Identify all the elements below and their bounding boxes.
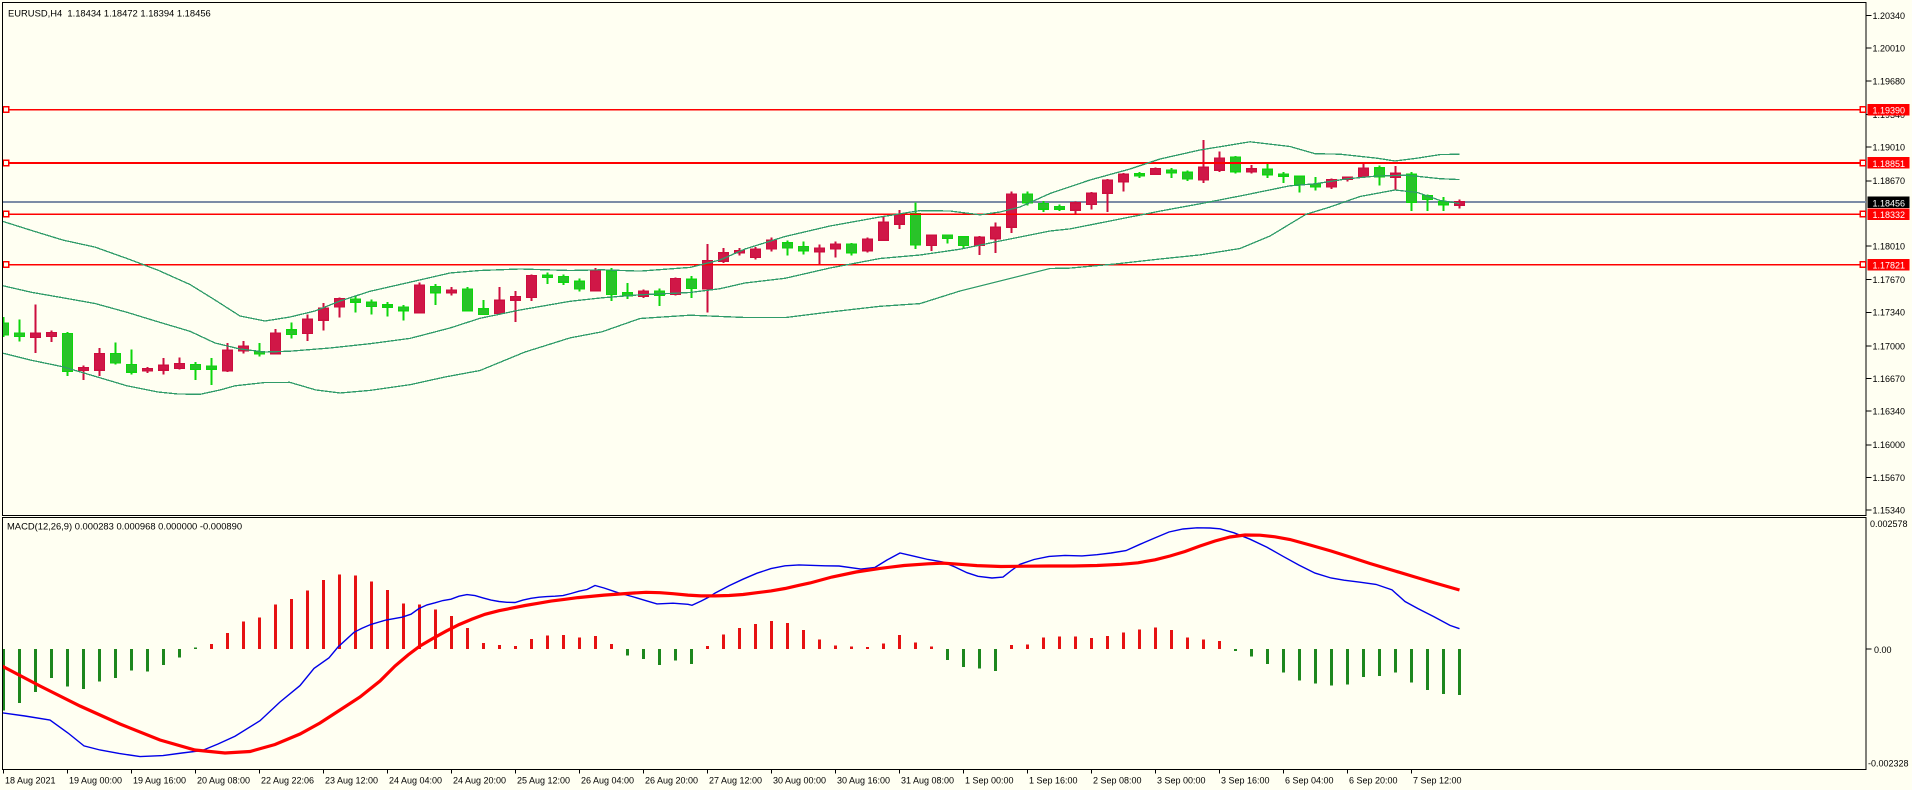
- svg-text:1.17000: 1.17000: [1873, 341, 1906, 351]
- svg-text:7 Sep 12:00: 7 Sep 12:00: [1413, 776, 1462, 786]
- svg-text:3 Sep 16:00: 3 Sep 16:00: [1221, 776, 1270, 786]
- svg-text:1.19390: 1.19390: [1873, 106, 1906, 116]
- svg-text:1.20340: 1.20340: [1873, 11, 1906, 21]
- svg-text:22 Aug 22:06: 22 Aug 22:06: [261, 776, 314, 786]
- svg-text:26 Aug 20:00: 26 Aug 20:00: [645, 776, 698, 786]
- svg-text:1.18670: 1.18670: [1873, 176, 1906, 186]
- svg-text:1 Sep 16:00: 1 Sep 16:00: [1029, 776, 1078, 786]
- svg-text:1.15340: 1.15340: [1873, 506, 1906, 516]
- svg-text:1.18456: 1.18456: [1873, 198, 1906, 208]
- svg-text:MACD(12,26,9) 0.000283 0.00096: MACD(12,26,9) 0.000283 0.000968 0.000000…: [7, 521, 242, 532]
- svg-text:1.15670: 1.15670: [1873, 473, 1906, 483]
- svg-text:1.18332: 1.18332: [1873, 210, 1906, 220]
- svg-text:23 Aug 12:00: 23 Aug 12:00: [325, 776, 378, 786]
- svg-text:19 Aug 16:00: 19 Aug 16:00: [133, 776, 186, 786]
- svg-text:6 Sep 04:00: 6 Sep 04:00: [1285, 776, 1334, 786]
- svg-text:31 Aug 08:00: 31 Aug 08:00: [901, 776, 954, 786]
- svg-text:1.18851: 1.18851: [1873, 159, 1906, 169]
- svg-text:1.16000: 1.16000: [1873, 440, 1906, 450]
- svg-text:24 Aug 04:00: 24 Aug 04:00: [389, 776, 442, 786]
- svg-text:1.20010: 1.20010: [1873, 44, 1906, 54]
- svg-text:0.00: 0.00: [1874, 645, 1892, 655]
- svg-text:1.18010: 1.18010: [1873, 241, 1906, 251]
- svg-text:1.17340: 1.17340: [1873, 308, 1906, 318]
- svg-text:26 Aug 04:00: 26 Aug 04:00: [581, 776, 634, 786]
- svg-text:0.002578: 0.002578: [1870, 519, 1908, 529]
- svg-text:2 Sep 08:00: 2 Sep 08:00: [1093, 776, 1142, 786]
- svg-text:1.19010: 1.19010: [1873, 143, 1906, 153]
- svg-text:25 Aug 12:00: 25 Aug 12:00: [517, 776, 570, 786]
- svg-text:1.16340: 1.16340: [1873, 407, 1906, 417]
- svg-text:1.19680: 1.19680: [1873, 76, 1906, 86]
- svg-text:19 Aug 00:00: 19 Aug 00:00: [69, 776, 122, 786]
- svg-text:27 Aug 12:00: 27 Aug 12:00: [709, 776, 762, 786]
- svg-text:1.17821: 1.17821: [1873, 261, 1906, 271]
- svg-text:18 Aug 2021: 18 Aug 2021: [5, 776, 56, 786]
- svg-text:30 Aug 00:00: 30 Aug 00:00: [773, 776, 826, 786]
- svg-text:30 Aug 16:00: 30 Aug 16:00: [837, 776, 890, 786]
- svg-text:-0.002328: -0.002328: [1868, 759, 1909, 769]
- svg-text:6 Sep 20:00: 6 Sep 20:00: [1349, 776, 1398, 786]
- svg-text:20 Aug 08:00: 20 Aug 08:00: [197, 776, 250, 786]
- svg-text:EURUSD,H4 1.18434 1.18472 1.1: EURUSD,H4 1.18434 1.18472 1.18394 1.1845…: [8, 8, 211, 19]
- svg-text:1.16670: 1.16670: [1873, 374, 1906, 384]
- svg-text:1 Sep 00:00: 1 Sep 00:00: [965, 776, 1014, 786]
- svg-text:3 Sep 00:00: 3 Sep 00:00: [1157, 776, 1206, 786]
- svg-text:1.17670: 1.17670: [1873, 275, 1906, 285]
- svg-text:24 Aug 20:00: 24 Aug 20:00: [453, 776, 506, 786]
